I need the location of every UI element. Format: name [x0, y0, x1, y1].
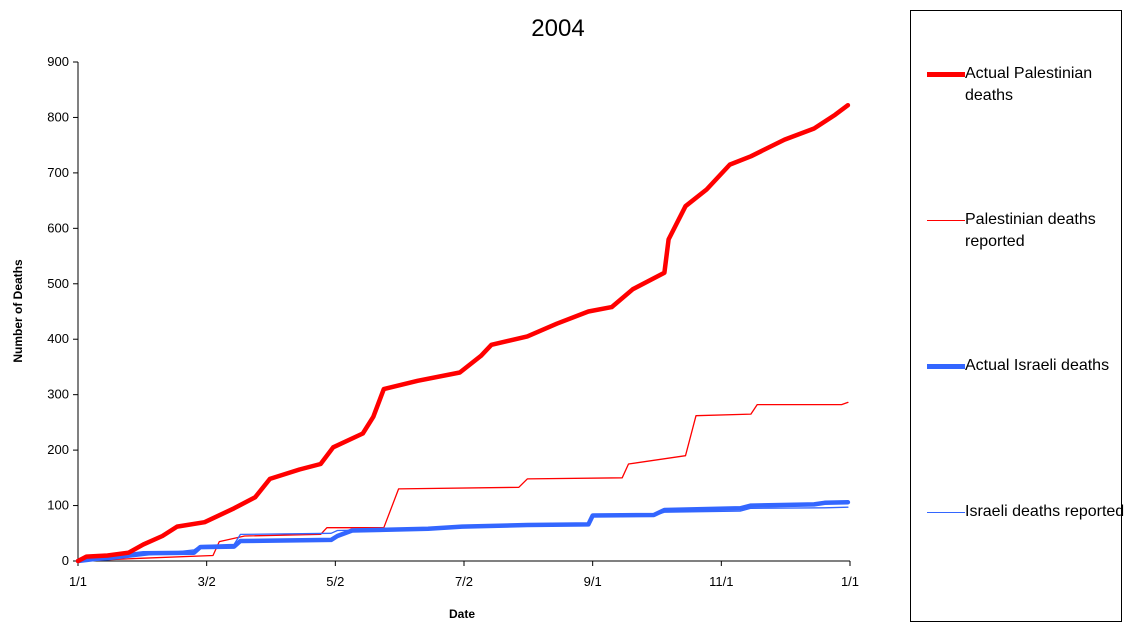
legend-swatch-thick-red	[927, 72, 965, 77]
y-axis-title: Number of Deaths	[11, 259, 25, 363]
axes: 0 100 200 300 400 500 600 700 800 900 1/1 3/2 5/2 7/2…	[47, 54, 859, 589]
series-line-actual-israeli-deaths	[75, 499, 851, 564]
y-tick-label: 100	[47, 498, 69, 513]
legend-item-actual-palestinian: Actual Palestinian deaths	[919, 63, 1119, 123]
legend-label: Actual Israeli deaths	[965, 357, 1110, 374]
y-tick-label: 900	[47, 54, 69, 69]
legend-item-reported-israeli: Israeli deaths reported	[919, 501, 1124, 561]
x-tick-label: 5/2	[326, 574, 344, 589]
chart-title: 2004	[531, 15, 584, 42]
x-tick-label: 9/1	[584, 574, 602, 589]
y-tick-label: 0	[62, 553, 69, 568]
y-tick-label: 500	[47, 276, 69, 291]
y-tick-label: 600	[47, 220, 69, 235]
y-tick-label: 200	[47, 442, 69, 457]
x-tick-label: 1/1	[69, 574, 87, 589]
line-chart: 2004 Number of Deaths Date 0 100 200 300 400…	[11, 15, 859, 621]
legend-swatch-thin-red	[927, 220, 965, 221]
x-tick-label: 7/2	[455, 574, 473, 589]
x-tick-label: 3/2	[198, 574, 216, 589]
legend-swatch-thick-blue	[927, 364, 965, 369]
series-line-palestinian-deaths-reported	[77, 401, 849, 562]
series-line-actual-palestinian-deaths	[75, 102, 851, 564]
legend-label: Israeli deaths reported	[965, 503, 1125, 520]
legend-label: Actual Palestinian deaths	[965, 65, 1093, 104]
legend-label: Palestinian deaths reported	[965, 211, 1096, 250]
legend-item-reported-palestinian: Palestinian deaths reported	[919, 209, 1119, 269]
legend-item-actual-israeli: Actual Israeli deaths	[919, 355, 1119, 415]
y-tick-label: 400	[47, 331, 69, 346]
x-tick-label: 11/1	[709, 574, 733, 589]
legend: Actual Palestinian deaths Palestinian de…	[910, 10, 1124, 622]
y-tick-label: 800	[47, 109, 69, 124]
y-tick-label: 700	[47, 165, 69, 180]
series-layer	[75, 102, 851, 564]
legend-swatch-thin-blue	[927, 512, 965, 513]
x-tick-label: 1/1	[841, 574, 859, 589]
x-axis-title: Date	[449, 607, 475, 621]
y-tick-label: 300	[47, 387, 69, 402]
